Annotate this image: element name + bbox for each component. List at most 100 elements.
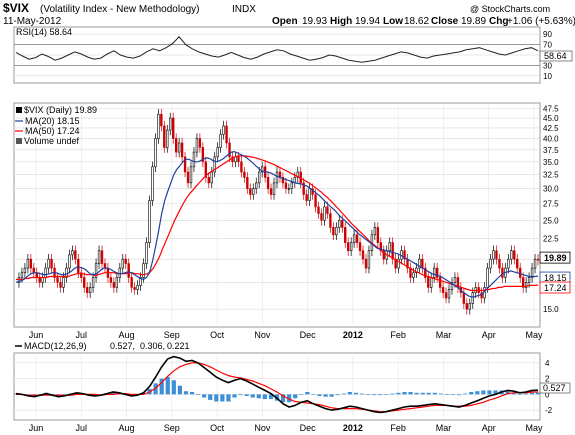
macd-x-tick-labels: Jun Jul Aug Sep Oct Nov Dec 2012 Feb Mar Apr May <box>29 423 543 433</box>
price-candle-body <box>527 277 531 283</box>
price-candle-body <box>189 166 193 184</box>
price-candle-body <box>160 113 163 127</box>
high-label: High <box>330 16 352 27</box>
macd-histogram-bar <box>426 392 431 395</box>
price-candle-body <box>62 277 65 288</box>
price-candle-body <box>255 182 258 189</box>
macd-histogram-bar <box>238 394 243 396</box>
price-value-label: 19.89 <box>544 253 567 263</box>
rsi-grid <box>14 33 540 77</box>
chg-value: +1.06 (+5.63%) <box>507 16 575 27</box>
price-candle-body <box>361 250 365 260</box>
price-candle-body <box>26 258 30 269</box>
price-candle-body <box>444 292 448 299</box>
price-candle-body <box>115 277 119 288</box>
price-candle-body <box>29 258 33 269</box>
price-candle-body <box>433 267 436 278</box>
price-candle-body <box>335 227 338 236</box>
macd-value-label: 0.527 <box>543 383 566 393</box>
price-candle-body <box>355 234 359 243</box>
macd-histogram-bar <box>111 392 116 395</box>
rsi-tick-label: 10 <box>543 72 552 81</box>
close-label: Close <box>431 16 459 27</box>
price-candle-body <box>207 177 210 184</box>
macd-histogram-bar <box>262 394 267 400</box>
price-x-tick-label: Aug <box>119 330 135 340</box>
price-candle-body <box>124 258 127 264</box>
price-candle-body <box>23 267 27 274</box>
price-candle-body <box>323 206 326 221</box>
price-candle-body <box>329 213 332 228</box>
price-candle-body <box>344 227 347 243</box>
macd-histogram-bar <box>493 390 498 395</box>
price-candle-body <box>139 277 142 286</box>
price-candle-body <box>91 277 95 288</box>
price-x-tick-label: Sep <box>164 330 180 340</box>
price-candle-body <box>41 277 44 283</box>
price-candles <box>17 109 540 315</box>
price-candle-body <box>35 272 38 278</box>
price-candle-body <box>177 142 181 153</box>
macd-x-tick-label: 2012 <box>343 423 363 433</box>
symbol-title: $VIX <box>3 1 29 15</box>
price-candle-body <box>281 177 285 184</box>
price-candle-body <box>349 242 353 251</box>
macd-histogram-bar <box>183 391 189 395</box>
price-candle-body <box>450 282 454 290</box>
macd-histogram-bar <box>305 392 310 395</box>
price-candle-body <box>85 287 89 293</box>
price-candle-body <box>109 277 113 283</box>
price-candle-body <box>480 292 483 299</box>
legend-ma20: MA(20) 18.15 <box>25 116 80 126</box>
rsi-tick-label: 90 <box>543 30 552 39</box>
price-candle-body <box>421 258 424 269</box>
price-candle-body <box>163 125 166 148</box>
macd-histogram-bar <box>450 394 456 395</box>
price-tick-label: 15.0 <box>543 305 559 314</box>
date-label: 11-May-2012 <box>3 16 62 27</box>
price-candle-body <box>136 285 139 290</box>
price-candle-body <box>391 242 394 260</box>
macd-legend-label: MACD(12,26,9) <box>24 341 87 351</box>
price-candle-body <box>373 227 377 236</box>
macd-series-line <box>15 355 539 414</box>
price-value-label: 17.24 <box>544 283 567 293</box>
price-candle-body <box>435 267 439 278</box>
price-tick-label: 35.0 <box>543 158 559 167</box>
chg-label: Chg <box>489 16 508 27</box>
price-candle-body <box>441 287 445 293</box>
price-candle-body <box>403 250 406 260</box>
macd-histogram-bar <box>177 385 182 395</box>
macd-histogram-bar <box>414 392 419 395</box>
macd-histogram-bar <box>384 394 389 395</box>
price-candle-body <box>382 250 385 260</box>
price-candle-body <box>142 263 145 278</box>
price-candle-body <box>498 258 501 269</box>
price-candle-body <box>74 250 77 260</box>
macd-histogram-bar <box>372 394 377 396</box>
price-candle-body <box>358 242 362 251</box>
macd-histogram-bar <box>214 394 219 402</box>
price-candle-body <box>260 166 264 173</box>
legend-vix: $VIX (Daily) 19.89 <box>24 105 97 115</box>
price-candle-body <box>453 277 457 283</box>
price-x-tick-label: 2012 <box>343 330 363 340</box>
high-value: 19.94 <box>355 16 380 27</box>
macd-tick-label: 2 <box>545 375 550 384</box>
price-candle-body <box>88 287 92 293</box>
price-candle-body <box>486 267 489 288</box>
price-candle-body <box>246 177 249 189</box>
macd-histogram-bar <box>256 394 261 399</box>
macd-x-tick-label: Jun <box>29 423 44 433</box>
price-candle-body <box>210 171 213 184</box>
price-candle-body <box>216 147 219 158</box>
price-candle-body <box>112 282 116 288</box>
price-candle-body <box>269 188 273 195</box>
price-candle-body <box>489 258 492 269</box>
rsi-value-label: 58.64 <box>544 51 567 61</box>
exchange-label: INDX <box>232 4 256 15</box>
macd-histogram-bar <box>517 394 522 395</box>
macd-histogram-bar <box>317 394 322 396</box>
price-candle-body <box>228 142 231 158</box>
